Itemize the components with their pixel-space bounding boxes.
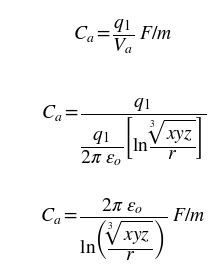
Text: $C_a = \dfrac{q_1}{\dfrac{q_1}{2\pi\ \epsilon_o} \left[ \ln \dfrac{\sqrt[3]{xyz}: $C_a = \dfrac{q_1}{\dfrac{q_1}{2\pi\ \ep… (41, 96, 206, 168)
Text: $C_a = \dfrac{q_1}{V_a}\ F/m$: $C_a = \dfrac{q_1}{V_a}\ F/m$ (73, 18, 173, 56)
Text: $C_a = \dfrac{2\pi\ \epsilon_o}{\ln\!\left( \dfrac{\sqrt[3]{xyz}}{r} \right)}\ F: $C_a = \dfrac{2\pi\ \epsilon_o}{\ln\!\le… (41, 196, 206, 263)
